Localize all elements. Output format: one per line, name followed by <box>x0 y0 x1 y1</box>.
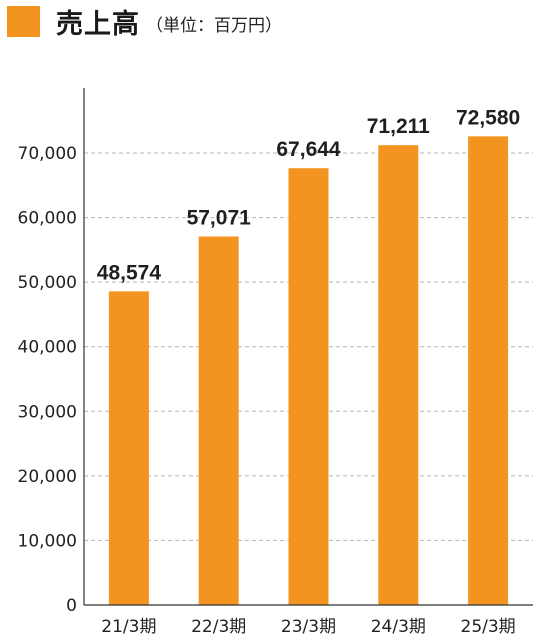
y-tick-label: 10,000 <box>18 531 77 551</box>
x-tick-label: 25/3期 <box>461 617 516 637</box>
chart-header: 売上高 （単位：百万円） <box>7 3 282 40</box>
bar-3 <box>288 168 329 606</box>
y-axis-tick-labels: 0 10,000 20,000 30,000 40,000 50,000 60,000 70,… <box>18 144 77 616</box>
bar-4 <box>378 145 419 605</box>
bar-1 <box>108 291 149 605</box>
y-tick-label: 50,000 <box>18 273 77 293</box>
title-marker-square <box>7 5 40 37</box>
data-label: 67,644 <box>276 138 341 161</box>
y-tick-label: 60,000 <box>18 209 77 229</box>
data-label: 71,211 <box>367 115 430 138</box>
x-tick-label: 22/3期 <box>191 617 246 637</box>
y-tick-label: 30,000 <box>18 402 77 422</box>
x-tick-label: 24/3期 <box>371 617 426 637</box>
y-tick-label: 40,000 <box>18 338 77 358</box>
x-tick-label: 21/3期 <box>101 617 156 637</box>
x-axis-tick-labels: 21/3期 22/3期 23/3期 24/3期 25/3期 <box>101 617 515 637</box>
y-tick-label: 0 <box>66 596 77 616</box>
data-label: 48,574 <box>97 261 162 284</box>
chart-title: 売上高 <box>56 8 140 40</box>
data-label: 57,071 <box>187 206 252 229</box>
axes <box>83 88 533 606</box>
data-labels: 48,574 57,071 67,644 71,211 72,580 <box>97 106 520 284</box>
bars <box>108 136 509 606</box>
bar-2 <box>198 236 239 605</box>
chart-unit-label: （単位：百万円） <box>146 15 282 36</box>
y-tick-label: 20,000 <box>18 467 77 487</box>
x-tick-label: 23/3期 <box>281 617 336 637</box>
bar-5 <box>468 136 509 605</box>
y-tick-label: 70,000 <box>18 144 77 164</box>
data-label: 72,580 <box>456 106 520 129</box>
